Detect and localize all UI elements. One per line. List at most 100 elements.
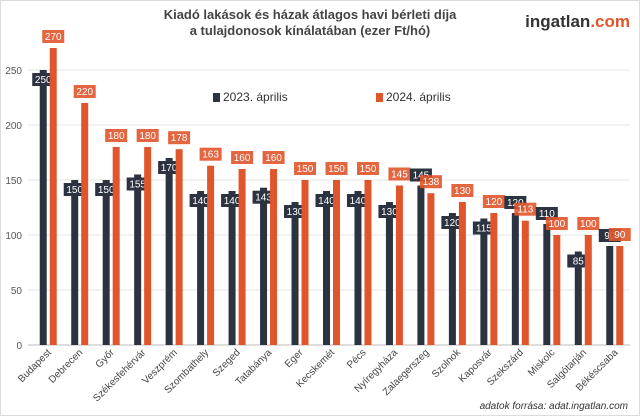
bar-2024 [458,202,466,345]
logo-main: ingatlan [525,12,591,31]
data-label: 170 [161,163,178,174]
data-label-box [567,254,590,268]
category-label: Miskolc [526,347,557,378]
data-label: 178 [171,133,188,144]
data-label: 270 [45,32,62,43]
data-label: 150 [360,164,377,175]
data-label-box [608,228,631,241]
category-label: Szeged [211,347,243,379]
legend-label: 2023. április [223,90,288,104]
data-label-box [535,207,558,220]
data-label-box [514,202,537,216]
category-label: Győr [94,347,118,371]
data-label: 140 [350,196,367,207]
y-tick-label: 0 [16,341,22,352]
bar-2023 [197,191,205,345]
data-label: 113 [517,205,533,216]
data-label-box [105,129,128,142]
y-tick-label: 200 [5,121,22,132]
bar-2023 [165,158,173,345]
bar-2024 [333,180,340,345]
title-line-2: a tulajdonosok kínálatában (ezer Ft/hó) [189,23,431,38]
data-label-box [378,205,401,218]
data-label-box [231,151,254,164]
source-note: adatok forrása: adat.ingatlan.com [479,401,628,412]
bar-2023 [228,191,236,345]
data-label: 145 [391,170,408,181]
data-label: 85 [573,257,585,268]
bar-2023 [354,191,362,345]
bar-2024 [238,169,246,345]
bar-2024 [521,220,529,345]
data-label-box [126,177,149,191]
data-label: 120 [444,218,461,229]
data-label: 100 [548,219,565,230]
bar-2024 [584,235,592,345]
bar-2023 [260,187,268,345]
data-label-box [356,162,379,175]
data-label-box [315,194,338,207]
y-tick-label: 50 [11,286,23,297]
chart-title: Kiadó lakások és házak átlagos havi bérl… [140,7,480,39]
data-label: 90 [614,230,626,241]
bar-2024 [270,169,278,345]
data-label: 180 [139,131,156,142]
data-label: 143 [255,193,272,204]
data-label: 160 [265,153,282,164]
legend-swatch [213,92,220,102]
bar-2024 [49,48,57,345]
y-tick-label: 100 [5,231,22,242]
data-label-box [346,194,369,207]
data-label-box [472,221,495,235]
bar-2023 [323,191,330,345]
data-label: 130 [287,207,304,218]
bar-2023 [71,180,79,345]
bar-2023 [511,213,519,345]
data-label-box [136,129,159,142]
bar-2024 [616,246,624,345]
data-label-box [482,195,505,208]
data-label-box [252,190,275,204]
data-label-box [168,131,191,145]
bar-2024 [112,147,120,345]
bar-2024 [301,180,309,345]
bar-2023 [417,185,425,345]
data-label: 130 [454,186,471,197]
bar-2024 [364,180,372,345]
data-label: 150 [297,164,314,175]
bar-2024 [490,213,498,345]
data-label-box [419,175,442,189]
data-label: 140 [192,196,209,207]
data-label-box [63,183,86,196]
data-label: 155 [129,180,146,191]
data-label: 130 [381,207,398,218]
title-line-1: Kiadó lakások és házak átlagos havi bérl… [163,7,457,22]
data-label: 110 [539,209,555,220]
data-label-box [325,162,348,175]
data-label-box [262,151,285,164]
bar-2023 [606,246,614,345]
data-label-box [451,184,474,197]
data-label: 250 [35,75,52,86]
data-label-box [294,162,317,175]
data-label: 115 [476,224,492,235]
bar-2024 [553,235,561,345]
bar-2024 [175,149,183,345]
y-tick-label: 150 [5,176,22,187]
bar-2023 [574,251,582,345]
logo-suffix: .com [590,12,630,31]
data-label-box [42,30,65,43]
bar-2023 [134,174,142,345]
bar-2024 [395,185,403,345]
data-label: 160 [234,153,251,164]
category-label: Pécs [345,347,369,371]
bar-2023 [480,218,488,345]
y-tick-label: 250 [5,66,22,77]
data-label: 220 [76,87,93,98]
ingatlan-logo: ingatlan.com [525,12,630,32]
data-label: 150 [98,185,115,196]
legend-item-2024: 2024. április [376,90,451,104]
data-label-box [199,147,222,161]
data-label-box [441,216,464,229]
